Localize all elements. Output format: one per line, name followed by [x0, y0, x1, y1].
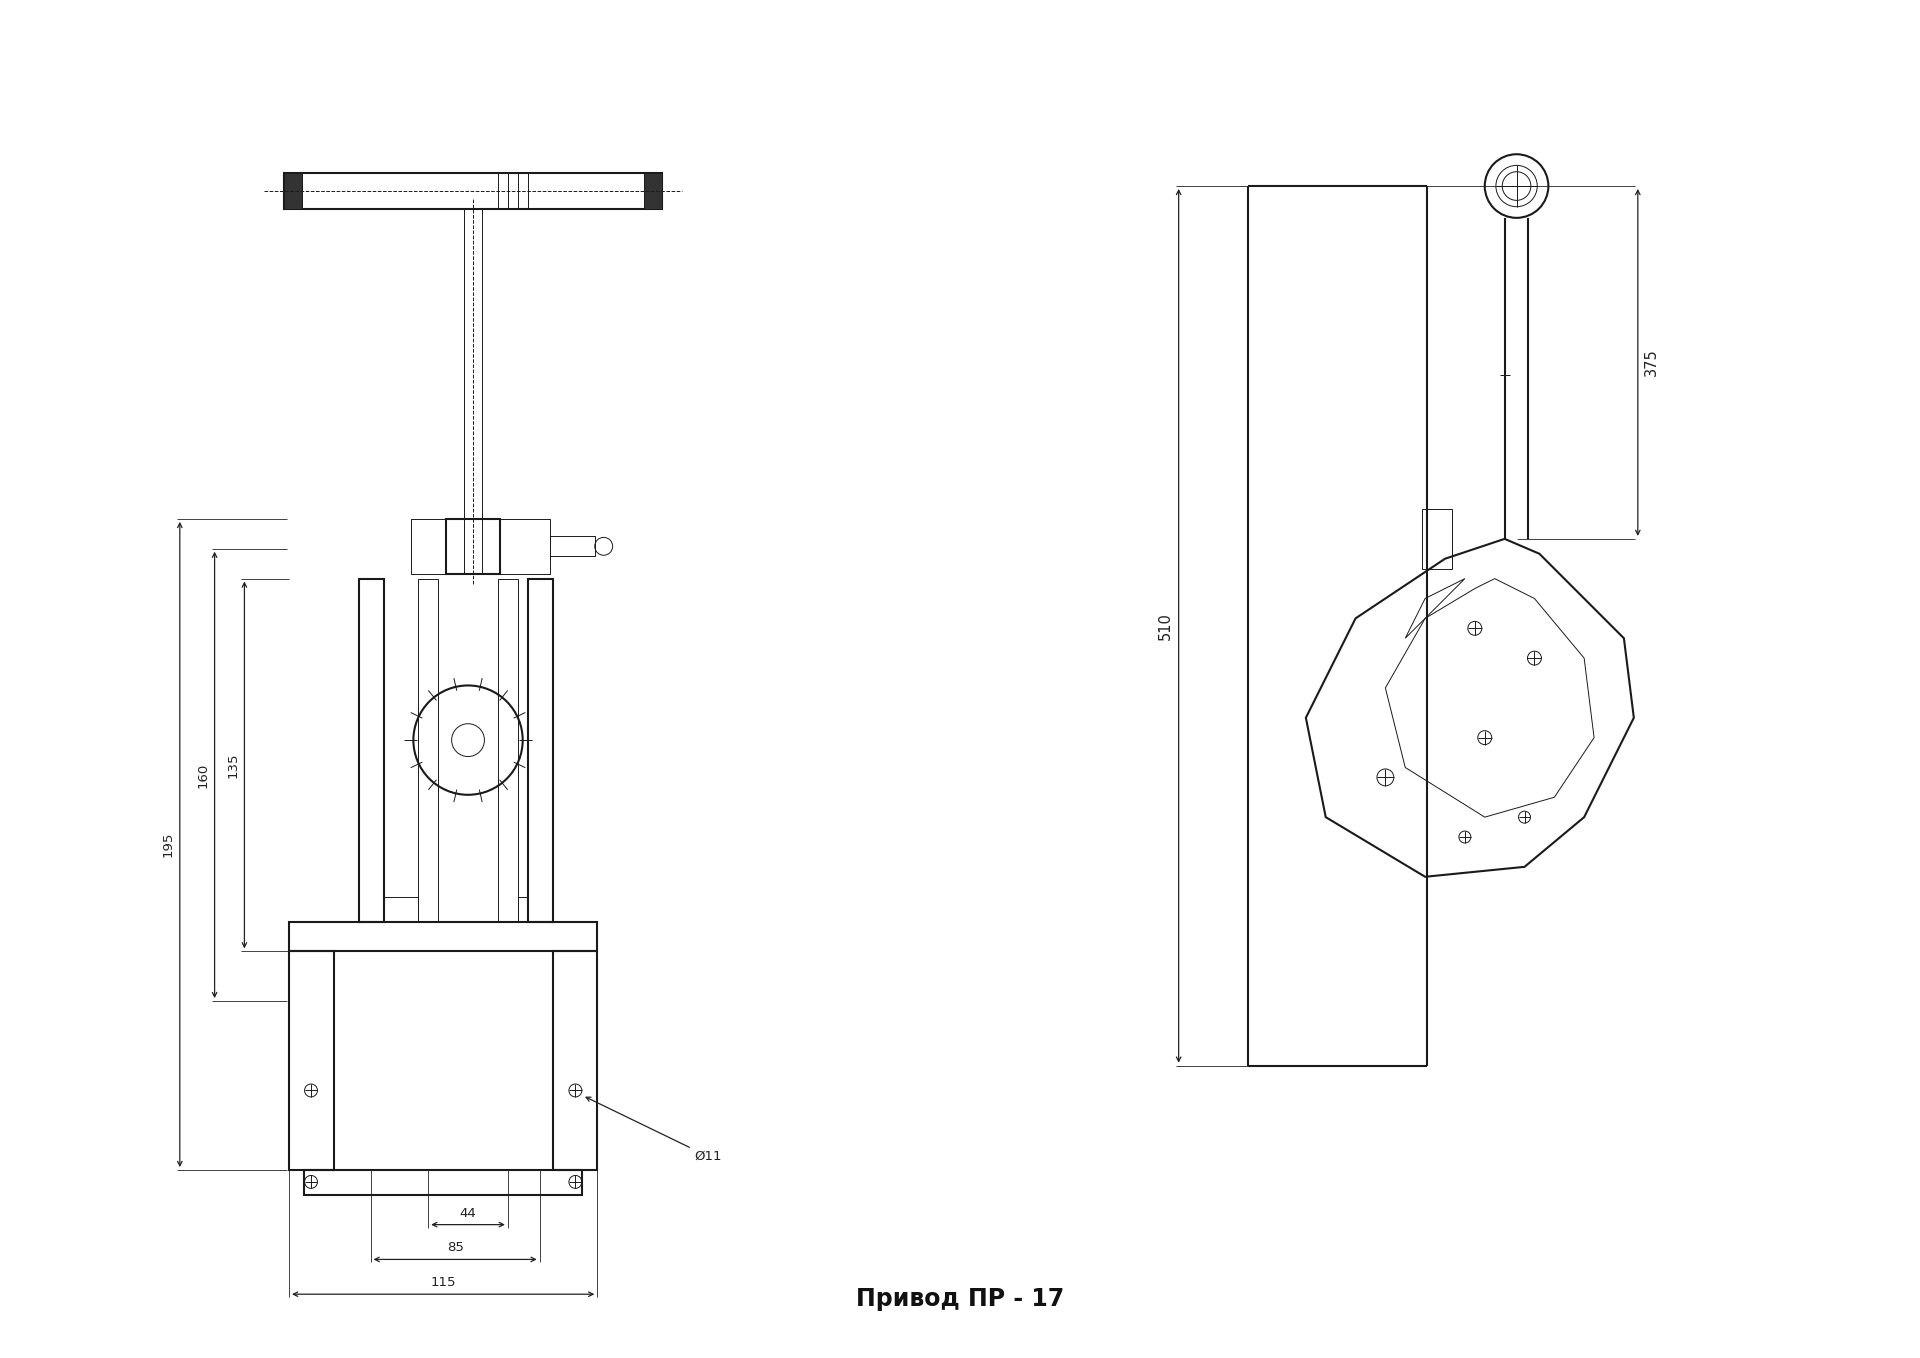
Bar: [445, 519, 501, 573]
Bar: [290, 922, 597, 952]
Bar: [643, 172, 662, 209]
Bar: [284, 172, 662, 209]
Text: 85: 85: [447, 1241, 463, 1255]
Text: 115: 115: [430, 1277, 455, 1289]
Bar: [290, 952, 334, 1171]
Bar: [384, 896, 419, 922]
Text: 375: 375: [1644, 349, 1659, 376]
Bar: [501, 519, 549, 573]
Bar: [419, 579, 438, 922]
Text: Привод ПР - 17: Привод ПР - 17: [856, 1287, 1064, 1312]
Bar: [1423, 509, 1452, 569]
Text: 135: 135: [227, 752, 240, 778]
Bar: [553, 952, 597, 1171]
Bar: [549, 536, 595, 557]
Text: 510: 510: [1158, 612, 1173, 640]
Bar: [528, 579, 553, 922]
Bar: [411, 519, 445, 573]
Bar: [359, 579, 384, 922]
Text: 195: 195: [161, 832, 175, 857]
Bar: [284, 172, 301, 209]
Bar: [465, 209, 482, 573]
Bar: [497, 579, 518, 922]
Bar: [303, 1171, 582, 1195]
Bar: [518, 896, 528, 922]
Text: Ø11: Ø11: [586, 1097, 722, 1162]
Text: 44: 44: [459, 1207, 476, 1219]
Text: 160: 160: [196, 762, 209, 788]
